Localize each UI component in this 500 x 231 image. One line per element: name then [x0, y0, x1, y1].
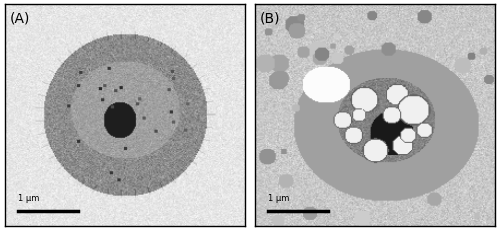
Text: 1 μm: 1 μm [18, 194, 39, 203]
Text: (B): (B) [260, 11, 280, 25]
Text: 1 μm: 1 μm [268, 194, 289, 203]
Text: (A): (A) [10, 11, 30, 25]
